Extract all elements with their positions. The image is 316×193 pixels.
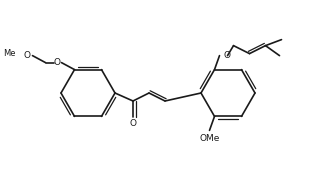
Text: O: O bbox=[130, 119, 137, 129]
Text: O: O bbox=[223, 51, 230, 60]
Text: OMe: OMe bbox=[199, 134, 220, 143]
Text: Me: Me bbox=[3, 49, 15, 58]
Text: O: O bbox=[53, 58, 60, 67]
Text: O: O bbox=[24, 51, 31, 60]
